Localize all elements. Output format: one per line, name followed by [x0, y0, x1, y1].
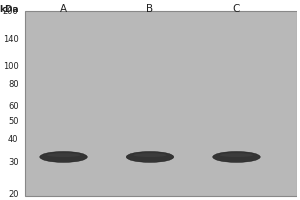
Ellipse shape — [134, 153, 166, 157]
Text: 40: 40 — [8, 135, 19, 144]
Ellipse shape — [40, 151, 87, 162]
Text: 140: 140 — [3, 35, 19, 44]
Text: kDa: kDa — [0, 5, 19, 14]
Text: 100: 100 — [3, 62, 19, 71]
Text: A: A — [60, 4, 67, 14]
Text: 80: 80 — [8, 80, 19, 89]
Ellipse shape — [126, 151, 174, 162]
Text: B: B — [146, 4, 154, 14]
Text: 30: 30 — [8, 158, 19, 167]
Text: 20: 20 — [8, 190, 19, 199]
Text: 50: 50 — [8, 117, 19, 126]
Ellipse shape — [47, 153, 80, 157]
Ellipse shape — [213, 151, 260, 162]
Ellipse shape — [220, 153, 253, 157]
Text: 200: 200 — [3, 7, 19, 16]
Text: 60: 60 — [8, 102, 19, 111]
Text: C: C — [233, 4, 240, 14]
